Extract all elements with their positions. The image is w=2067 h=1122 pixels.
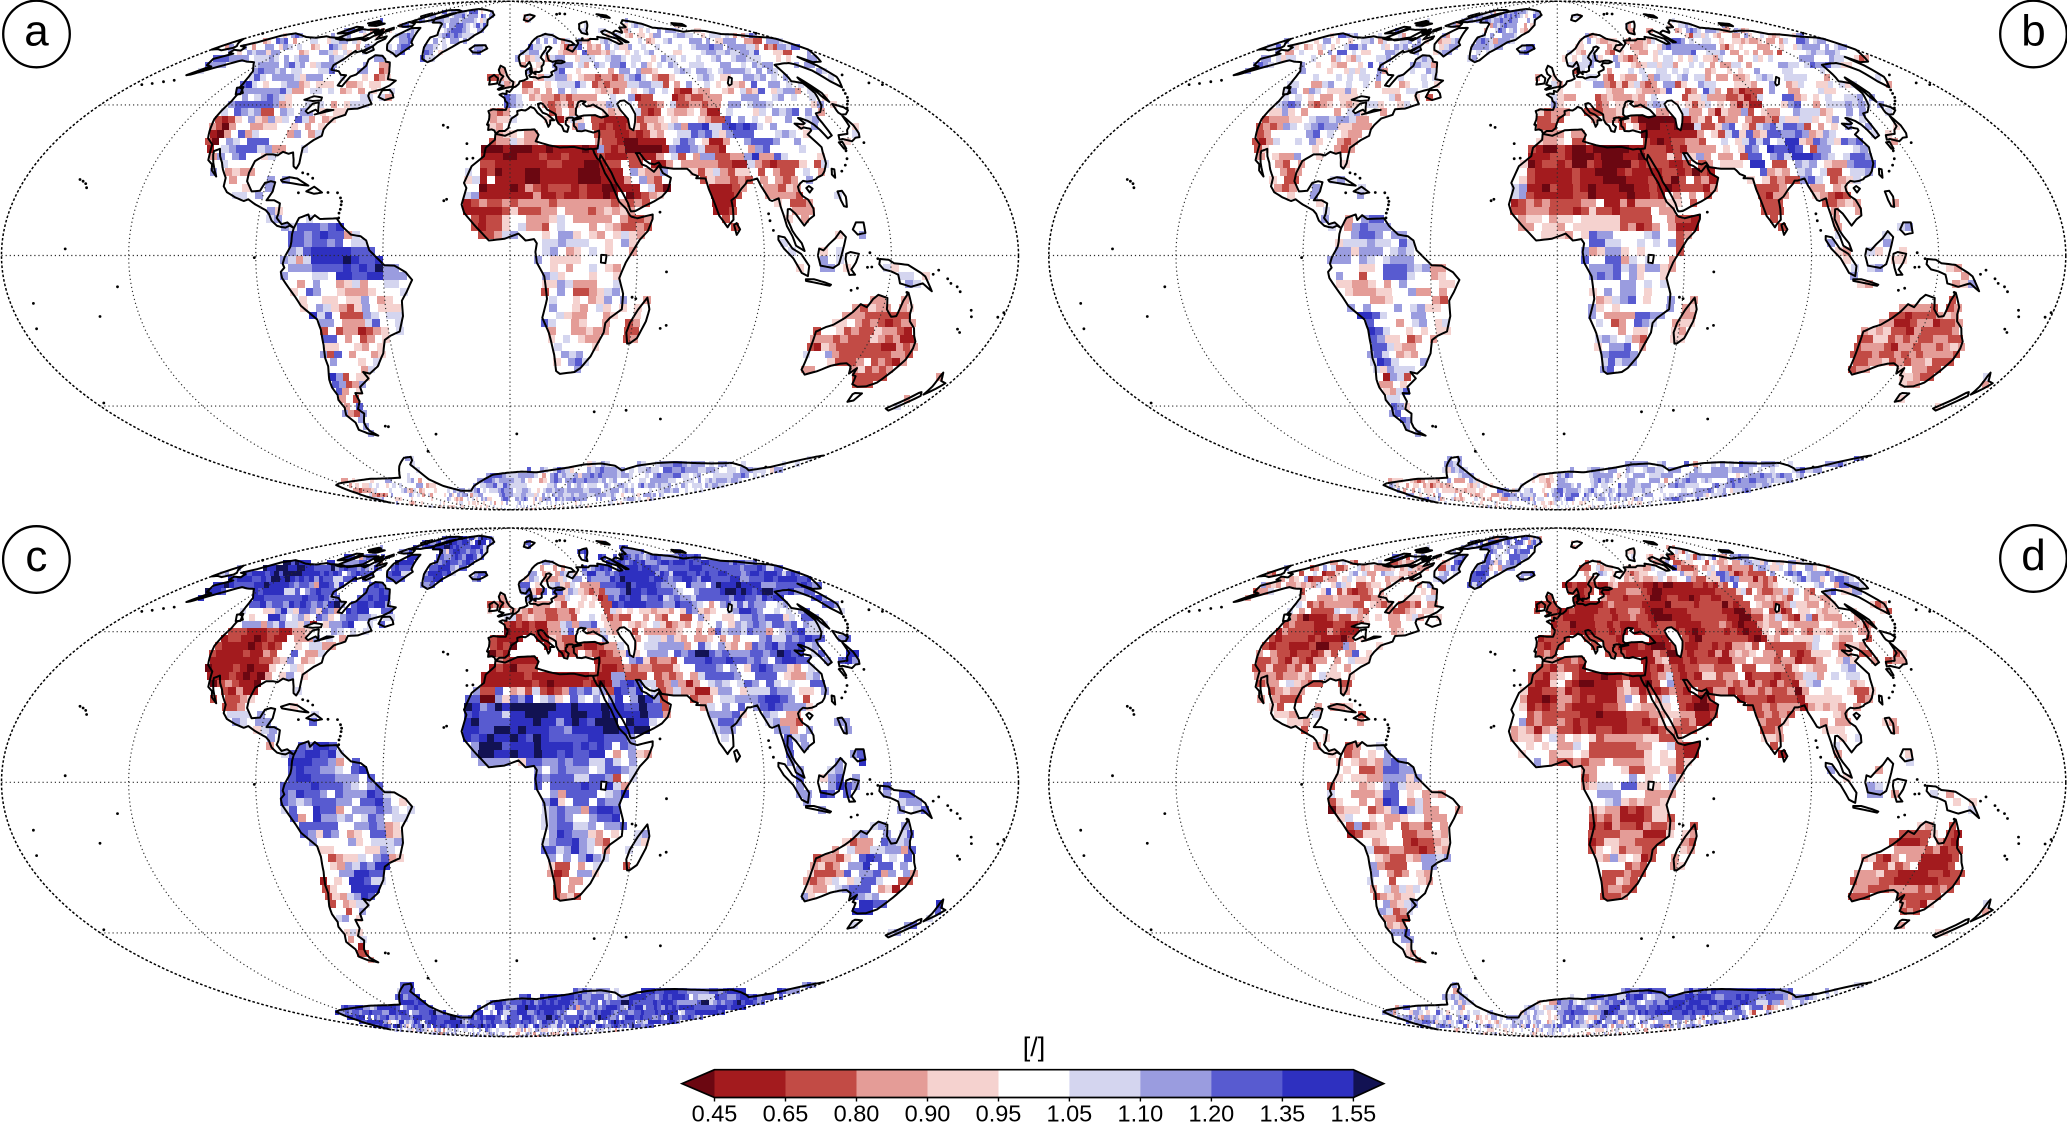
svg-text:c: c bbox=[25, 532, 47, 581]
svg-text:0.65: 0.65 bbox=[763, 1100, 809, 1122]
svg-text:1.05: 1.05 bbox=[1047, 1100, 1093, 1122]
svg-text:1.10: 1.10 bbox=[1118, 1100, 1164, 1122]
svg-text:1.35: 1.35 bbox=[1260, 1100, 1306, 1122]
svg-text:0.80: 0.80 bbox=[834, 1100, 880, 1122]
svg-text:1.55: 1.55 bbox=[1331, 1100, 1377, 1122]
svg-text:0.45: 0.45 bbox=[692, 1100, 738, 1122]
svg-text:d: d bbox=[2021, 531, 2045, 580]
svg-text:a: a bbox=[24, 6, 49, 55]
svg-text:0.95: 0.95 bbox=[976, 1100, 1022, 1122]
svg-text:1.20: 1.20 bbox=[1189, 1100, 1235, 1122]
svg-text:0.90: 0.90 bbox=[905, 1100, 951, 1122]
svg-text:b: b bbox=[2021, 6, 2045, 55]
svg-text:[/]: [/] bbox=[1023, 1032, 1046, 1062]
